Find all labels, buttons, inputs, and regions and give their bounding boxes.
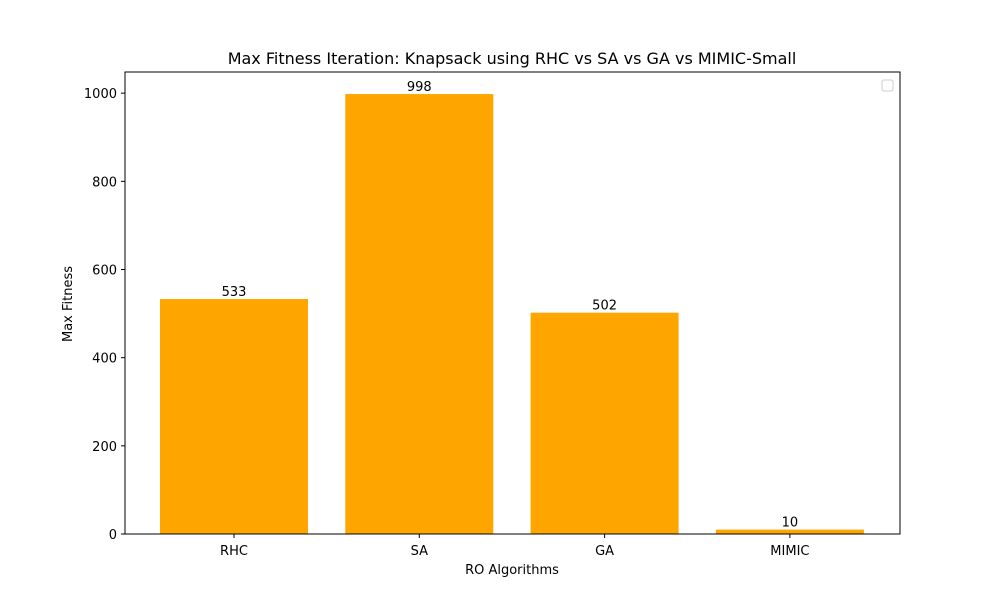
y-axis-label: Max Fitness <box>61 266 76 342</box>
y-tick-label: 800 <box>92 175 117 190</box>
x-tick-label: RHC <box>220 544 248 559</box>
bar-sa <box>345 94 494 534</box>
bar-ga <box>530 312 679 534</box>
bar-value-label: 10 <box>782 516 799 531</box>
bar-value-label: 502 <box>592 299 617 314</box>
x-axis-label: RO Algorithms <box>465 563 559 578</box>
y-tick-label: 200 <box>92 440 117 455</box>
bar-rhc <box>160 299 308 534</box>
x-tick-label: GA <box>595 544 614 559</box>
legend-box <box>881 79 894 92</box>
bar-mimic <box>715 529 864 534</box>
chart-title: Max Fitness Iteration: Knapsack using RH… <box>228 49 797 68</box>
y-tick-label: 1000 <box>84 87 117 102</box>
y-tick-label: 0 <box>109 528 117 543</box>
bar-value-label: 998 <box>407 80 432 95</box>
y-tick-label: 600 <box>92 263 117 278</box>
x-tick-label: MIMIC <box>770 544 809 559</box>
bar-value-label: 533 <box>222 285 247 300</box>
y-tick-label: 400 <box>92 352 117 367</box>
plot-frame <box>124 71 901 535</box>
x-tick-label: SA <box>411 544 428 559</box>
